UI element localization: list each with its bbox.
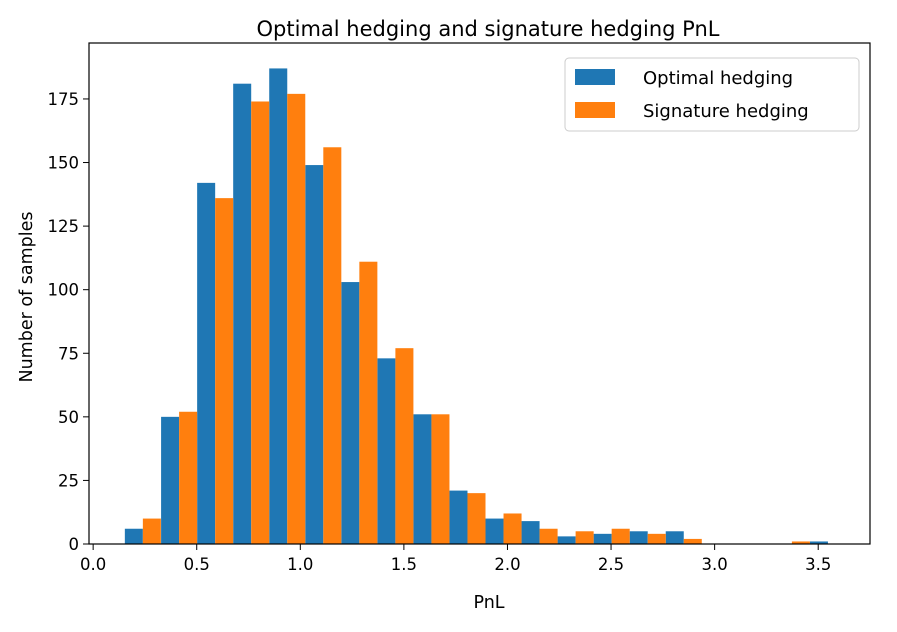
x-tick-label: 3.0: [702, 555, 728, 574]
bar-optimal-hedging-0: [124, 528, 143, 544]
x-tick-label: 1.5: [391, 555, 417, 574]
bar-optimal-hedging-3: [233, 83, 252, 544]
bar-signature-hedging-1: [179, 411, 198, 544]
bar-optimal-hedging-15: [665, 531, 684, 544]
bar-signature-hedging-0: [142, 518, 161, 544]
y-axis: 0 25 50 75 100 125 150 175: [48, 90, 89, 554]
x-axis: 0.0 0.5 1.0 1.5 2.0 2.5 3.0 3.5: [80, 544, 831, 574]
x-tick-label: 2.5: [598, 555, 624, 574]
bar-optimal-hedging-8: [413, 414, 432, 544]
bar-optimal-hedging-1: [161, 416, 180, 544]
legend-swatch-optimal-hedging: [575, 69, 615, 85]
bar-signature-hedging-15: [683, 538, 702, 544]
y-tick-label: 0: [69, 535, 80, 554]
y-tick-label: 50: [58, 408, 79, 427]
bar-signature-hedging-18: [791, 541, 810, 544]
bar-signature-hedging-9: [467, 493, 486, 544]
bar-signature-hedging-6: [359, 261, 378, 544]
bar-signature-hedging-8: [431, 414, 450, 544]
bars-group: [124, 68, 828, 545]
y-tick-label: 175: [48, 90, 80, 109]
y-tick-label: 25: [58, 471, 79, 490]
bar-signature-hedging-3: [251, 101, 270, 545]
x-tick-label: 0.5: [184, 555, 210, 574]
legend: Optimal hedging Signature hedging: [564, 57, 860, 132]
bar-signature-hedging-13: [611, 528, 630, 544]
bar-optimal-hedging-11: [521, 521, 540, 544]
x-tick-label: 1.0: [287, 555, 313, 574]
chart-title: Optimal hedging and signature hedging Pn…: [257, 17, 720, 41]
x-tick-label: 2.0: [494, 555, 520, 574]
legend-frame: [564, 57, 860, 132]
bar-signature-hedging-4: [287, 93, 306, 545]
bar-optimal-hedging-12: [557, 536, 576, 544]
bar-signature-hedging-5: [323, 147, 342, 544]
legend-swatch-signature-hedging: [575, 102, 615, 118]
y-tick-label: 125: [48, 217, 80, 236]
y-tick-label: 75: [58, 344, 79, 363]
legend-label-optimal-hedging: Optimal hedging: [643, 68, 793, 89]
legend-label-signature-hedging: Signature hedging: [643, 101, 809, 122]
y-axis-label: Number of samples: [17, 211, 37, 382]
bar-optimal-hedging-5: [305, 165, 324, 544]
x-tick-label: 3.5: [805, 555, 831, 574]
bar-optimal-hedging-9: [449, 490, 468, 544]
bar-optimal-hedging-10: [485, 518, 504, 544]
x-tick-label: 0.0: [80, 555, 106, 574]
y-tick-label: 100: [48, 281, 80, 300]
bar-signature-hedging-2: [215, 198, 234, 544]
plot-frame: [88, 42, 871, 545]
bar-signature-hedging-10: [503, 513, 522, 544]
bar-signature-hedging-11: [539, 528, 558, 544]
bar-optimal-hedging-14: [629, 531, 648, 544]
bar-signature-hedging-14: [647, 533, 666, 544]
bar-optimal-hedging-4: [269, 68, 288, 545]
bar-optimal-hedging-7: [377, 358, 396, 544]
bar-optimal-hedging-19: [809, 541, 828, 544]
bar-optimal-hedging-13: [593, 533, 612, 544]
x-axis-label: PnL: [473, 593, 504, 613]
bar-optimal-hedging-6: [341, 282, 360, 544]
bar-optimal-hedging-2: [197, 182, 216, 544]
y-tick-label: 150: [48, 154, 80, 173]
bar-signature-hedging-7: [395, 348, 414, 544]
bar-signature-hedging-12: [575, 531, 594, 544]
